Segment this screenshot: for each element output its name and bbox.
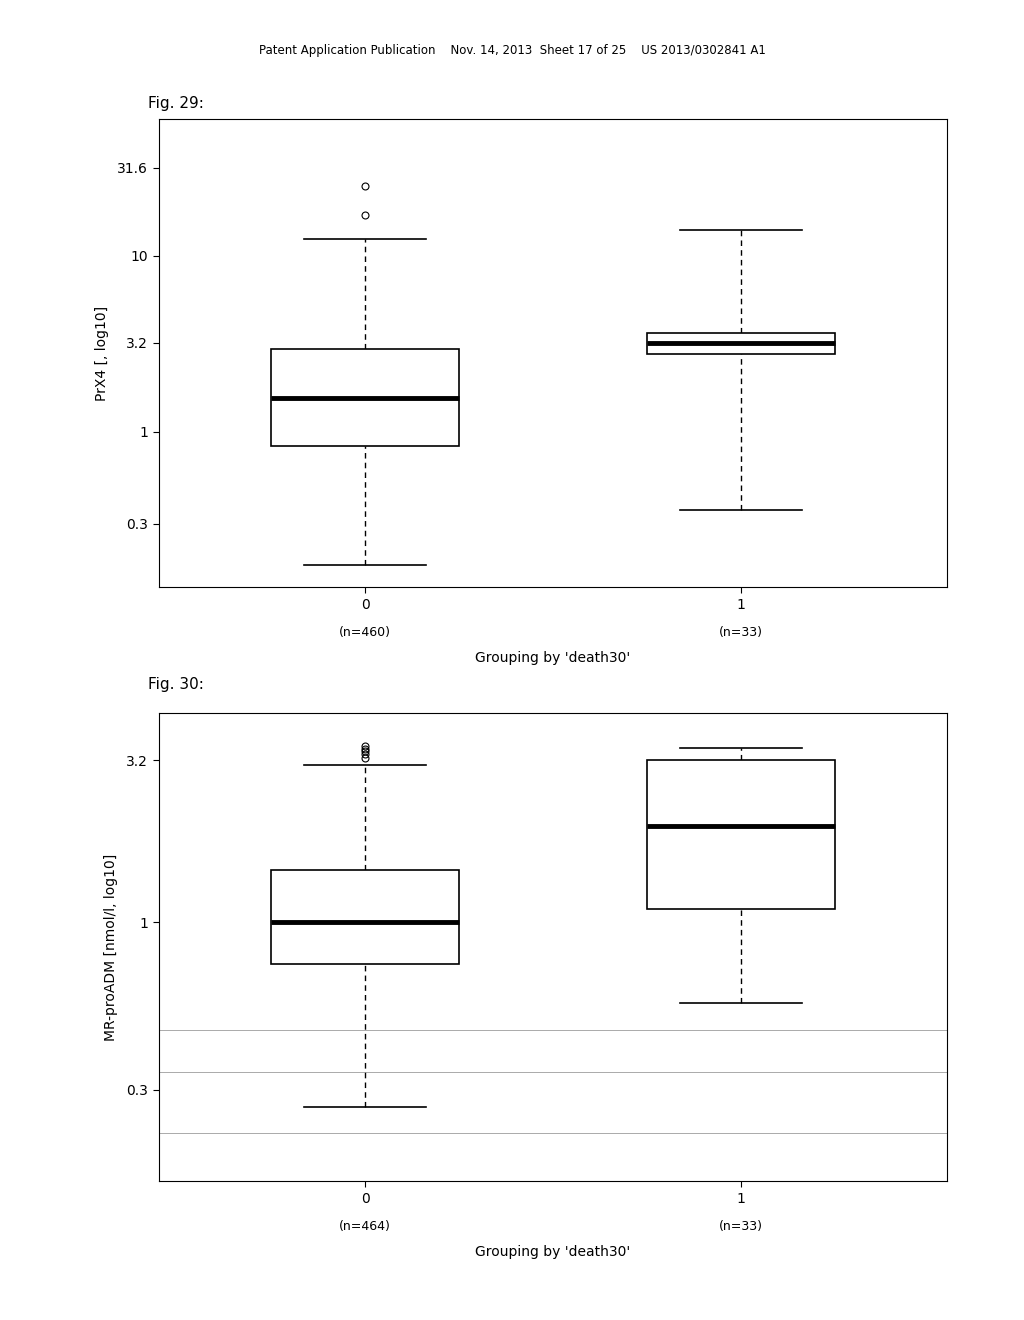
FancyBboxPatch shape <box>271 870 459 964</box>
Text: (n=33): (n=33) <box>719 1220 763 1233</box>
Text: Fig. 30:: Fig. 30: <box>148 677 205 692</box>
Text: Patent Application Publication    Nov. 14, 2013  Sheet 17 of 25    US 2013/03028: Patent Application Publication Nov. 14, … <box>259 44 765 57</box>
Text: (n=464): (n=464) <box>339 1220 391 1233</box>
FancyBboxPatch shape <box>647 333 835 354</box>
X-axis label: Grouping by 'death30': Grouping by 'death30' <box>475 1245 631 1259</box>
Y-axis label: MR-proADM [nmol/l, log10]: MR-proADM [nmol/l, log10] <box>104 854 118 1040</box>
Text: (n=460): (n=460) <box>339 626 391 639</box>
Y-axis label: PrX4 [, log10]: PrX4 [, log10] <box>95 305 110 401</box>
X-axis label: Grouping by 'death30': Grouping by 'death30' <box>475 651 631 665</box>
Text: (n=33): (n=33) <box>719 626 763 639</box>
FancyBboxPatch shape <box>271 348 459 446</box>
Text: Fig. 29:: Fig. 29: <box>148 96 205 111</box>
FancyBboxPatch shape <box>647 760 835 908</box>
